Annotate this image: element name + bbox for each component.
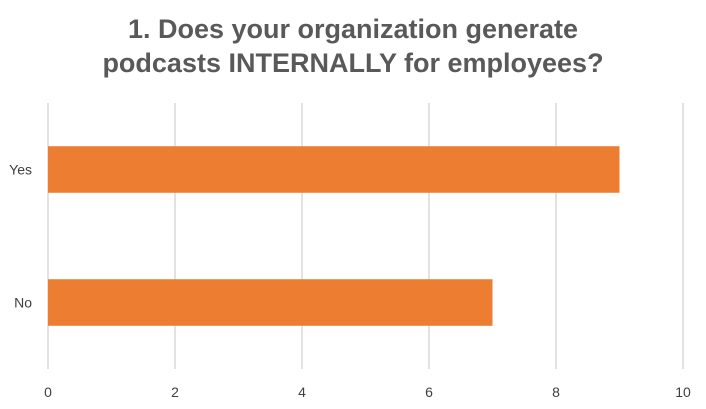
chart-title-line-1: 1. Does your organization generate [127, 14, 579, 44]
category-label-no: No [14, 295, 32, 311]
x-tick-label-8: 8 [552, 384, 560, 400]
x-tick-label-6: 6 [425, 384, 433, 400]
chart-title: 1. Does your organization generate podca… [0, 12, 706, 80]
category-label-yes: Yes [9, 162, 32, 178]
grid-lines [47, 103, 684, 369]
chart-title-line-2: podcasts INTERNALLY for employees? [102, 48, 604, 78]
x-axis-tick-labels: 0 2 4 6 8 10 [44, 384, 691, 400]
y-axis-category-labels: Yes No [9, 162, 32, 311]
x-tick-label-2: 2 [171, 384, 179, 400]
bars [48, 146, 620, 326]
x-tick-label-4: 4 [298, 384, 306, 400]
x-tick-label-0: 0 [44, 384, 52, 400]
bar-no [48, 279, 493, 326]
bar-yes [48, 146, 620, 193]
x-tick-label-10: 10 [675, 384, 691, 400]
